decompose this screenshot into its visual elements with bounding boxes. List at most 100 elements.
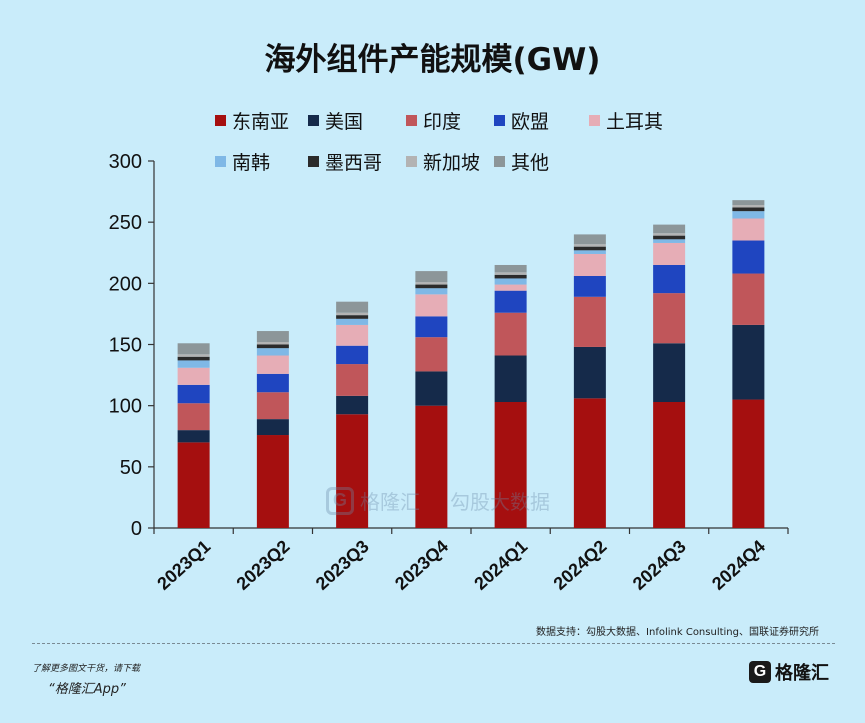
x-tick-label: 2023Q1	[153, 536, 214, 594]
legend-swatch	[215, 155, 226, 167]
bar-segment	[732, 207, 765, 212]
legend-item: 其他	[494, 149, 550, 174]
bar-segment	[573, 244, 606, 247]
bar-segment	[177, 403, 210, 431]
bar-segment	[256, 342, 289, 345]
bar-segment	[494, 355, 527, 402]
legend-item: 土耳其	[589, 108, 664, 133]
bar-segment	[336, 301, 369, 313]
y-tick-label: 0	[131, 518, 142, 540]
bar-segment	[573, 250, 606, 254]
bar-segment	[177, 430, 210, 443]
bar-segment	[336, 364, 369, 396]
bar-segment	[256, 373, 289, 393]
legend-label: 欧盟	[511, 110, 550, 133]
bar-segment	[336, 395, 369, 415]
bar-segment	[494, 272, 527, 275]
legend-item: 新加坡	[406, 149, 481, 174]
brand: G 格隆汇	[749, 659, 829, 685]
bar-segment	[573, 253, 606, 276]
x-tick-label: 2023Q3	[312, 536, 373, 594]
legend: 东南亚 美国 印度 欧盟 土耳其南韩 墨西哥 新加坡 其他	[0, 0, 865, 200]
bar-segment	[573, 275, 606, 297]
bar-segment	[653, 242, 686, 265]
legend-swatch	[406, 155, 417, 167]
x-tick-label: 2024Q1	[470, 536, 531, 594]
watermark-left-text: 格隆汇	[360, 490, 420, 514]
bar-segment	[494, 278, 527, 285]
y-tick-label: 150	[109, 335, 142, 357]
bar-segment	[177, 367, 210, 385]
chart-plot: 0 50 100 150 200 250 300 2023Q1 2023Q2 2023Q3 2023…	[109, 151, 789, 594]
bar-segment	[732, 205, 765, 208]
bar-segment	[732, 399, 765, 528]
bar-segment	[256, 331, 289, 343]
bar-segment	[494, 284, 527, 291]
bar-segment	[653, 235, 686, 240]
bar-segment	[653, 343, 686, 402]
bar-segment	[336, 318, 369, 325]
legend-label: 土耳其	[606, 110, 664, 133]
legend-swatch	[494, 114, 505, 126]
bar-segment	[573, 246, 606, 251]
source-note: 数据支持：勾股大数据、Infolink Consulting、国联证券研究所	[536, 627, 819, 638]
bar-segment	[336, 315, 369, 319]
legend-label: 墨西哥	[325, 151, 383, 174]
legend-label: 东南亚	[232, 110, 290, 133]
legend-swatch	[589, 114, 600, 126]
bar-segment	[256, 348, 289, 356]
legend-swatch	[215, 114, 226, 126]
bar-segment	[732, 200, 765, 206]
legend-label: 新加坡	[423, 151, 481, 174]
bar-segment	[415, 405, 448, 528]
bar-segment	[256, 392, 289, 420]
brand-logo-icon: G	[749, 661, 771, 683]
legend-label: 美国	[325, 110, 364, 133]
legend-item: 墨西哥	[308, 149, 383, 174]
bar-segment	[177, 343, 210, 355]
y-tick-label: 100	[109, 396, 142, 418]
bar-segment	[177, 384, 210, 404]
bar-segment	[256, 419, 289, 436]
bar-segment	[415, 294, 448, 317]
bar-segment	[494, 264, 527, 273]
bar-segment	[732, 273, 765, 325]
bar-segment	[653, 224, 686, 234]
bar-segment	[336, 312, 369, 316]
bar-segment	[494, 312, 527, 356]
bar-segment	[732, 218, 765, 241]
bar-segment	[573, 398, 606, 528]
y-tick-label: 200	[109, 273, 142, 295]
bar-segment	[653, 264, 686, 294]
bar-segment	[573, 346, 606, 399]
y-tick-label: 50	[120, 457, 142, 479]
bar-segment	[256, 344, 289, 349]
x-tick-label: 2024Q4	[708, 536, 769, 594]
bar-segment	[415, 282, 448, 285]
bar-segment	[256, 355, 289, 374]
x-tick-label: 2023Q2	[233, 536, 294, 594]
bar-segment	[177, 360, 210, 368]
watermark-left: G 格隆汇	[326, 486, 420, 515]
watermark-right: 勾股大数据	[450, 486, 550, 515]
bar-segment	[336, 345, 369, 365]
bar-segment	[494, 401, 527, 528]
legend-swatch	[406, 114, 417, 126]
bar-segment	[415, 284, 448, 289]
chart-title: 海外组件产能规模(GW)	[264, 42, 601, 78]
legend-label: 南韩	[232, 151, 271, 174]
bar-segment	[653, 239, 686, 243]
watermark-logo-icon: G	[326, 486, 354, 515]
legend-item: 东南亚	[215, 108, 290, 133]
legend-label: 其他	[511, 151, 550, 174]
bar-segment	[415, 337, 448, 372]
bar-segment	[177, 356, 210, 361]
bar-segment	[494, 274, 527, 279]
footer-app-name: “格隆汇App”	[48, 682, 126, 697]
legend-swatch	[308, 155, 319, 167]
bar-segment	[177, 354, 210, 357]
bar-segment	[415, 371, 448, 406]
legend-item: 欧盟	[494, 108, 550, 133]
x-tick-label: 2023Q4	[391, 536, 452, 594]
legend-label: 印度	[423, 110, 462, 133]
